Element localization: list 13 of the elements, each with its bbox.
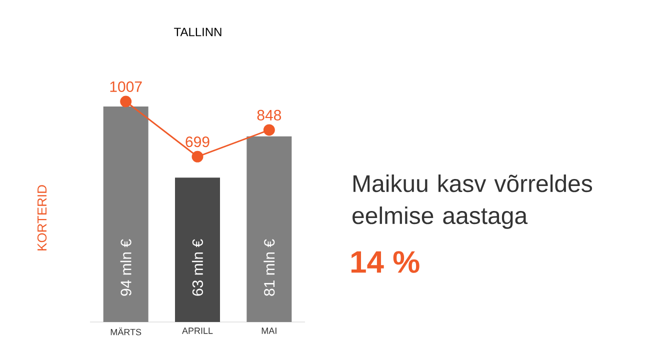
text: 14 %: [351, 251, 420, 273]
data-label: 94 mln €: [120, 239, 132, 296]
y-axis-title: KORTERID: [37, 185, 47, 250]
x-tick-label: MAI: [262, 328, 276, 334]
data-label: 81 mln €: [264, 239, 275, 296]
x-tick-label: MÄRTS: [110, 328, 142, 336]
data-label: 63 mln €: [192, 239, 204, 296]
chart-title: TALLINN: [174, 28, 222, 36]
data-label: 699: [186, 136, 210, 148]
x-tick-label: APRILL: [182, 328, 213, 334]
data-label: 848: [257, 110, 282, 120]
data-label: 1007: [110, 81, 142, 92]
text: Maikuu kasv võrreldes eelmise aastaga: [352, 174, 592, 229]
